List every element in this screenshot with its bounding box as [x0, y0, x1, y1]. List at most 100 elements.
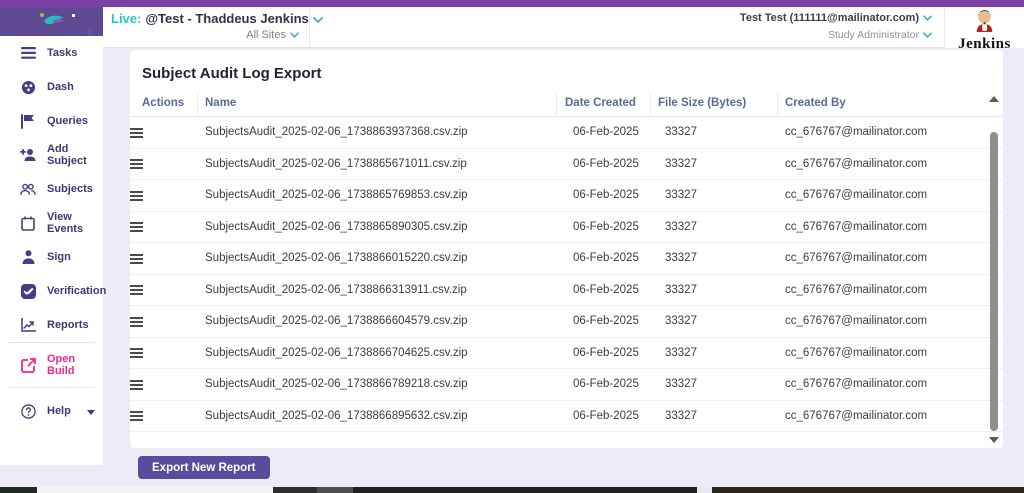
date-created-cell: 06-Feb-2025	[573, 315, 639, 327]
sidebar-item-dash[interactable]: Dash	[0, 70, 103, 104]
sidebar-item-label: Reports	[47, 319, 89, 331]
scroll-up-arrow[interactable]	[989, 96, 999, 102]
row-actions-button[interactable]	[130, 338, 150, 369]
user-menu-block: Test Test (111111@mailinator.com) Study …	[740, 12, 932, 41]
file-size-cell: 33327	[665, 252, 697, 264]
scrollbar-thumb[interactable]	[990, 132, 998, 431]
app-logo-icon	[38, 12, 78, 31]
taskbar-strip	[0, 487, 1024, 493]
file-size-cell: 33327	[665, 346, 697, 359]
column-divider	[650, 93, 651, 115]
sidebar-item-view-events[interactable]: View Events	[0, 206, 103, 240]
study-selector[interactable]: Live: @Test - Thaddeus Jenkins	[111, 11, 323, 26]
file-name-cell: SubjectsAudit_2025-02-06_1738866313911.c…	[205, 283, 467, 296]
user-account-menu[interactable]: Test Test (111111@mailinator.com)	[740, 12, 932, 24]
top-header: Live: @Test - Thaddeus Jenkins All Sites …	[103, 7, 1024, 52]
file-name-cell: SubjectsAudit_2025-02-06_1738863937368.c…	[205, 126, 468, 138]
row-actions-button[interactable]	[130, 180, 150, 211]
file-size-cell: 33327	[665, 157, 697, 170]
actions-menu-icon	[130, 379, 143, 382]
actions-menu-icon	[130, 285, 143, 287]
brand-name: Jenkins	[958, 36, 1011, 52]
file-name-cell: SubjectsAudit_2025-02-06_1738866604579.c…	[205, 315, 468, 327]
file-name-cell: SubjectsAudit_2025-02-06_1738866704625.c…	[205, 346, 468, 359]
file-name-cell: SubjectsAudit_2025-02-06_1738865890305.c…	[205, 220, 468, 233]
sidebar-item-tasks[interactable]: Tasks	[0, 36, 103, 70]
scroll-down-arrow[interactable]	[989, 437, 999, 443]
row-actions-button[interactable]	[130, 149, 150, 180]
date-created-cell: 06-Feb-2025	[573, 189, 639, 201]
chart-line-icon	[20, 317, 36, 333]
sidebar-item-reports[interactable]: Reports	[0, 308, 103, 342]
sidebar-item-subjects[interactable]: Subjects	[0, 172, 103, 206]
table-row: SubjectsAudit_2025-02-06_1738866895632.c…	[130, 401, 1003, 432]
taskbar-segment	[37, 487, 273, 493]
sidebar-item-queries[interactable]: Queries	[0, 104, 103, 138]
file-name-cell: SubjectsAudit_2025-02-06_1738866895632.c…	[205, 409, 468, 422]
created-by-cell: cc_676767@mailinator.com	[785, 346, 928, 359]
audit-log-card: Subject Audit Log Export Actions Name Da…	[130, 50, 1003, 448]
column-header-actions: Actions	[142, 97, 185, 109]
vertical-scrollbar	[987, 94, 1001, 445]
study-brand-logo: Jenkins	[944, 7, 1024, 52]
column-divider	[777, 93, 778, 115]
site-selector[interactable]: All Sites	[111, 29, 299, 41]
actions-menu-icon	[130, 348, 143, 350]
sidebar-item-label: Subjects	[47, 183, 93, 195]
created-by-cell: cc_676767@mailinator.com	[785, 283, 928, 296]
taskbar-segment	[317, 487, 353, 493]
created-by-cell: cc_676767@mailinator.com	[785, 252, 928, 264]
created-by-cell: cc_676767@mailinator.com	[785, 378, 928, 390]
row-actions-button[interactable]	[130, 306, 150, 337]
calendar-icon	[20, 215, 36, 231]
file-name-cell: SubjectsAudit_2025-02-06_1738865769853.c…	[205, 189, 468, 201]
row-actions-button[interactable]	[130, 117, 150, 148]
live-badge: Live:	[111, 11, 142, 26]
sidebar-item-label: Queries	[47, 115, 88, 127]
user-role-menu[interactable]: Study Administrator	[740, 29, 932, 41]
person-icon	[20, 249, 36, 265]
taskbar-segment	[273, 487, 317, 493]
sidebar: Tasks Dash Queries Add Subject Subjects …	[0, 36, 106, 465]
row-actions-button[interactable]	[130, 401, 150, 432]
row-actions-button[interactable]	[130, 275, 150, 306]
date-created-cell: 06-Feb-2025	[573, 252, 639, 264]
table-row: SubjectsAudit_2025-02-06_1738865769853.c…	[130, 180, 1003, 212]
row-actions-button[interactable]	[130, 369, 150, 400]
top-accent-strip	[0, 0, 1024, 7]
chevron-down-icon	[923, 32, 932, 39]
taskbar-segment	[712, 487, 1024, 493]
person-add-icon	[20, 147, 36, 163]
row-actions-button[interactable]	[130, 243, 150, 274]
sidebar-item-help[interactable]: Help	[0, 388, 103, 434]
sidebar-item-label: Tasks	[47, 47, 78, 59]
app-logo-area	[0, 7, 103, 36]
sidebar-item-sign[interactable]: Sign	[0, 240, 103, 274]
sidebar-item-add-subject[interactable]: Add Subject	[0, 138, 103, 172]
sidebar-item-label: Help	[47, 405, 71, 417]
created-by-cell: cc_676767@mailinator.com	[785, 315, 928, 327]
column-header-name: Name	[205, 97, 237, 109]
file-size-cell: 33327	[665, 283, 697, 296]
export-new-report-button[interactable]: Export New Report	[138, 456, 270, 479]
sidebar-item-verification[interactable]: Verification	[0, 274, 106, 308]
table-header: Actions Name Date Created File Size (Byt…	[130, 91, 1003, 117]
actions-menu-icon	[130, 222, 143, 224]
column-divider	[197, 93, 198, 115]
sidebar-item-open-build[interactable]: Open Build	[0, 343, 103, 387]
table-row: SubjectsAudit_2025-02-06_1738865890305.c…	[130, 212, 1003, 243]
external-link-icon	[20, 357, 36, 373]
actions-menu-icon	[130, 316, 143, 319]
file-name-cell: SubjectsAudit_2025-02-06_1738865671011.c…	[205, 157, 467, 170]
taskbar-segment	[697, 487, 712, 493]
sidebar-collapse-toggle[interactable]: «	[86, 23, 94, 39]
jenkins-butler-icon	[972, 10, 997, 37]
help-circle-icon	[20, 403, 36, 419]
date-created-cell: 06-Feb-2025	[573, 346, 639, 359]
actions-menu-icon	[130, 159, 143, 161]
user-name-email: Test Test (111111@mailinator.com)	[739, 12, 919, 24]
table-row: SubjectsAudit_2025-02-06_1738866704625.c…	[130, 338, 1003, 369]
row-actions-button[interactable]	[130, 212, 150, 243]
chevron-down-icon	[923, 15, 932, 22]
